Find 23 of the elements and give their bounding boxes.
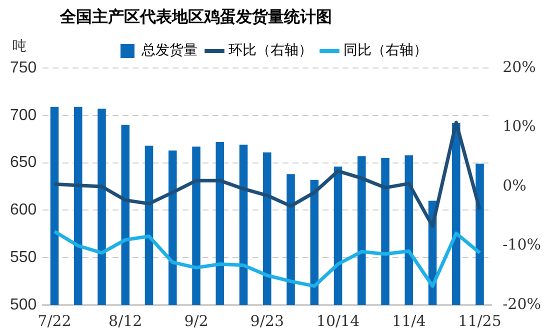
y-tick-label: 500 [10, 296, 37, 314]
y2-tick-label: 0% [502, 176, 526, 194]
y-tick-label: 650 [10, 154, 37, 172]
x-tick-label: 11/25 [458, 312, 502, 330]
y-tick-label: 550 [10, 249, 37, 266]
x-tick-label: 9/23 [250, 312, 284, 330]
x-tick-label: 7/22 [38, 312, 72, 330]
legend-label: 总发货量 [140, 42, 198, 59]
x-tick-label: 10/14 [316, 312, 360, 330]
legend-label: 环比（右轴） [228, 42, 312, 59]
x-tick-label: 11/4 [392, 312, 426, 330]
y2-tick-label: 20% [502, 58, 536, 76]
x-tick-label: 9/2 [184, 312, 208, 330]
legend-label: 同比（右轴） [344, 42, 428, 59]
y-tick-label: 750 [10, 59, 37, 76]
y2-tick-label: 10% [502, 117, 536, 136]
chart-title: 全国主产区代表地区鸡蛋发货量统计图 [58, 6, 333, 28]
y2-tick-label: -10% [502, 236, 542, 254]
x-tick-label: 8/12 [108, 312, 142, 330]
y-tick-label: 700 [10, 106, 37, 124]
y-tick-label: 600 [10, 202, 37, 219]
y-axis-title: 吨 [12, 38, 26, 55]
y2-tick-label: -20% [502, 294, 542, 313]
